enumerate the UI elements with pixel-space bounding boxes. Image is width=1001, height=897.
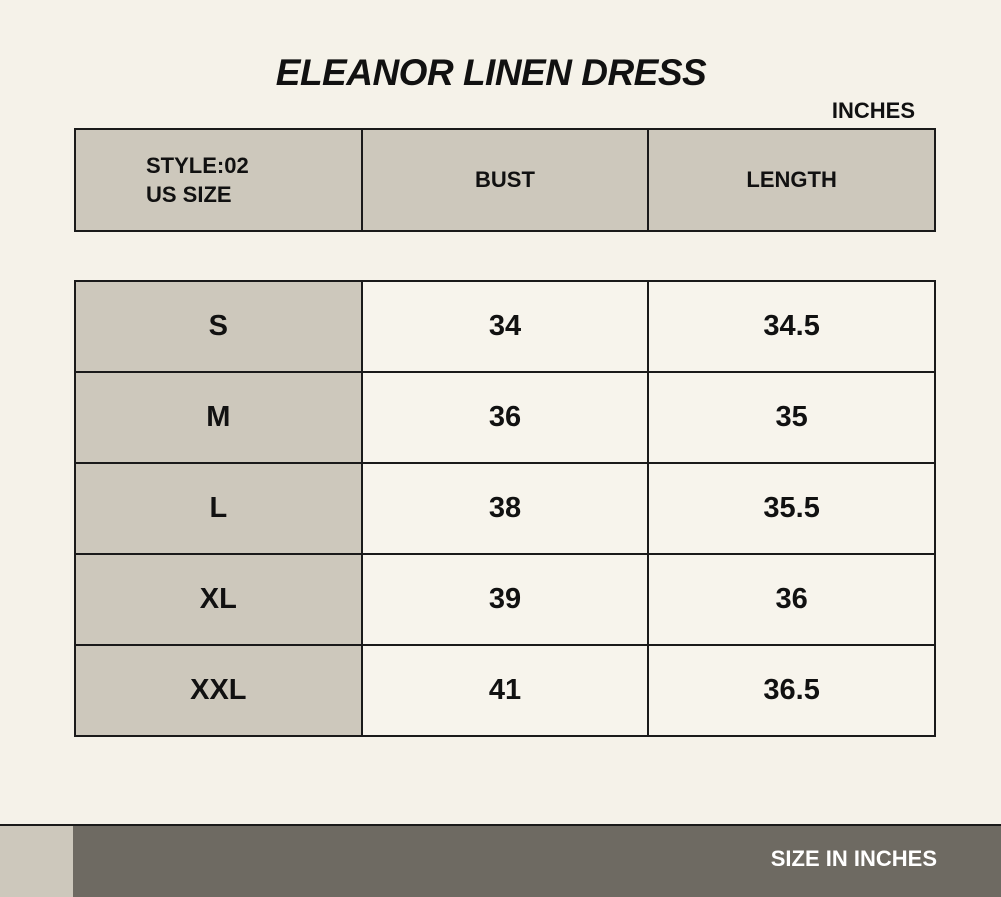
size-cell: XL <box>74 553 363 646</box>
size-row: M 36 35 <box>74 371 936 464</box>
measure-cell: 36 <box>647 553 936 646</box>
measure-cell: 41 <box>360 644 650 737</box>
unit-label: INCHES <box>831 98 915 123</box>
header-table: STYLE:02 US SIZE BUST LENGTH <box>74 128 936 232</box>
footer-bar <box>73 824 1001 897</box>
header-line: STYLE:02 <box>146 153 249 178</box>
size-table: S 34 34.5 M 36 35 L 38 35.5 XL 39 36 XXL 41 36.5 <box>74 280 936 737</box>
size-row: XXL 41 36.5 <box>74 644 936 737</box>
header-line: US SIZE <box>146 182 232 207</box>
size-row: S 34 34.5 <box>74 280 936 373</box>
measure-cell: 36.5 <box>647 644 936 737</box>
measure-cell: 35.5 <box>647 462 936 555</box>
size-row: XL 39 36 <box>74 553 936 646</box>
header-cell: BUST <box>360 128 650 232</box>
header-row: STYLE:02 US SIZE BUST LENGTH <box>74 128 936 232</box>
size-cell: L <box>74 462 363 555</box>
footer-text: SIZE IN INCHES <box>770 846 937 871</box>
footer-block <box>0 824 73 897</box>
measure-cell: 38 <box>360 462 650 555</box>
size-row: L 38 35.5 <box>74 462 936 555</box>
size-cell: XXL <box>74 644 363 737</box>
header-cell: STYLE:02 US SIZE <box>74 128 363 232</box>
measure-cell: 36 <box>360 371 650 464</box>
size-cell: M <box>74 371 363 464</box>
title: ELEANOR LINEN DRESS <box>275 52 707 93</box>
measure-cell: 35 <box>647 371 936 464</box>
measure-cell: 34.5 <box>647 280 936 373</box>
measure-cell: 39 <box>360 553 650 646</box>
measure-cell: 34 <box>360 280 650 373</box>
size-cell: S <box>74 280 363 373</box>
header-cell: LENGTH <box>647 128 936 232</box>
